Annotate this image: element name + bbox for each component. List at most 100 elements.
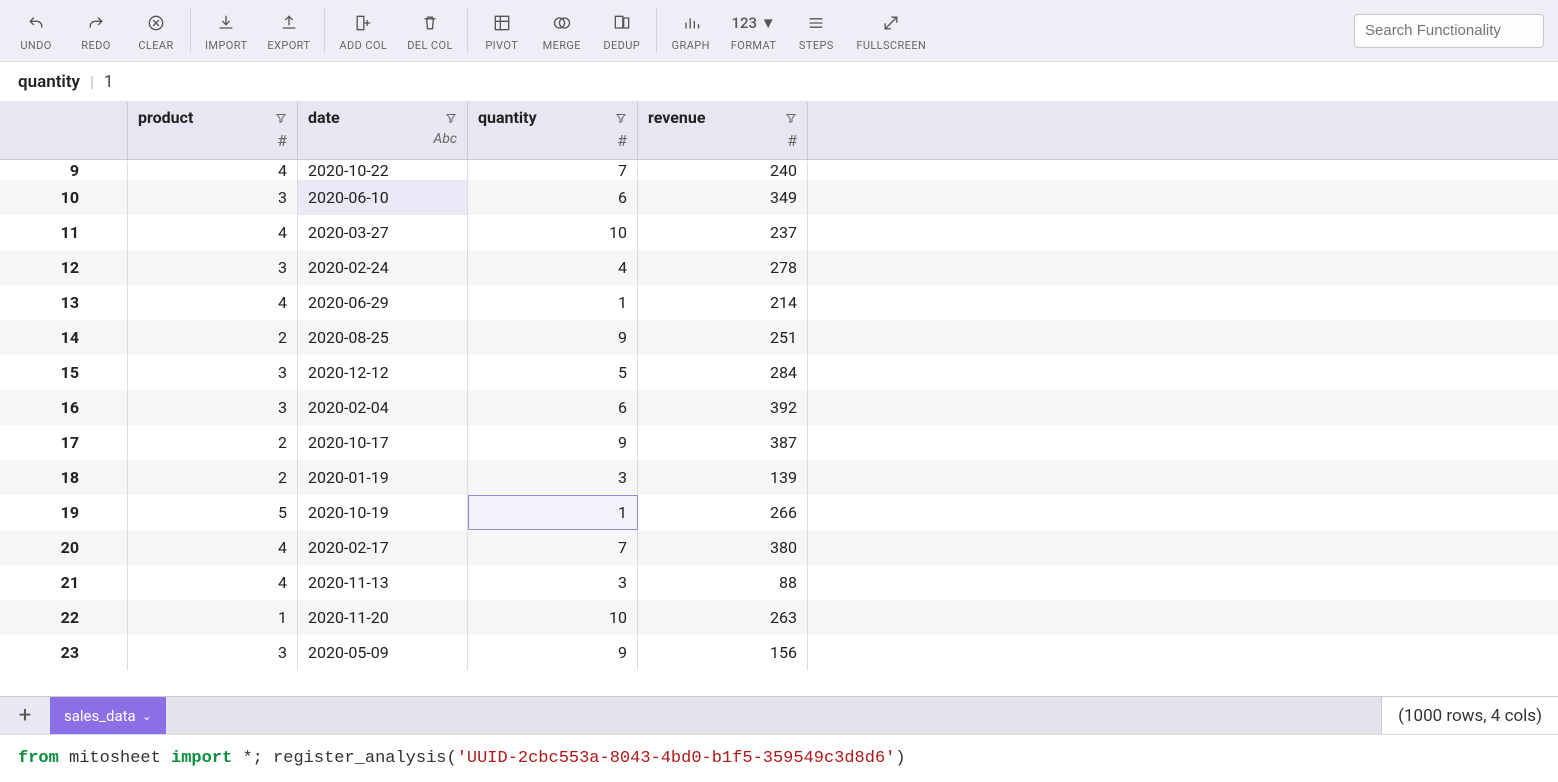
column-header-date[interactable]: dateAbc: [298, 102, 468, 159]
cell-quantity[interactable]: 7: [468, 530, 638, 565]
cell-revenue[interactable]: 240: [638, 161, 808, 180]
undo-button[interactable]: UNDO: [6, 0, 66, 61]
cell-revenue[interactable]: 284: [638, 355, 808, 390]
row-number[interactable]: 19: [0, 495, 128, 530]
row-number[interactable]: 9: [0, 161, 128, 180]
cell-date[interactable]: 2020-05-09: [298, 635, 468, 670]
cell-quantity[interactable]: 7: [468, 161, 638, 180]
fullscreen-button[interactable]: FULLSCREEN: [846, 0, 936, 61]
cell-revenue[interactable]: 266: [638, 495, 808, 530]
cell-product[interactable]: 3: [128, 250, 298, 285]
cell-date[interactable]: 2020-02-04: [298, 390, 468, 425]
cell-product[interactable]: 3: [128, 355, 298, 390]
table-row[interactable]: 2332020-05-099156: [0, 635, 1558, 670]
cell-date[interactable]: 2020-11-20: [298, 600, 468, 635]
filter-icon[interactable]: [615, 112, 627, 124]
table-row[interactable]: 1822020-01-193139: [0, 460, 1558, 495]
table-row[interactable]: 1632020-02-046392: [0, 390, 1558, 425]
row-number[interactable]: 13: [0, 285, 128, 320]
row-number[interactable]: 12: [0, 250, 128, 285]
format-button[interactable]: 123 ▼FORMAT: [721, 0, 787, 61]
sheet-tab-active[interactable]: sales_data ⌄: [50, 697, 166, 734]
delcol-button[interactable]: DEL COL: [397, 0, 463, 61]
row-number[interactable]: 10: [0, 180, 128, 215]
cell-date[interactable]: 2020-11-13: [298, 565, 468, 600]
cell-date[interactable]: 2020-06-10: [298, 180, 468, 215]
table-row[interactable]: 1952020-10-191266: [0, 495, 1558, 530]
cell-product[interactable]: 1: [128, 600, 298, 635]
cell-date[interactable]: 2020-10-17: [298, 425, 468, 460]
filter-icon[interactable]: [445, 112, 457, 124]
cell-quantity[interactable]: 9: [468, 320, 638, 355]
cell-product[interactable]: 4: [128, 530, 298, 565]
row-number[interactable]: 18: [0, 460, 128, 495]
row-number[interactable]: 23: [0, 635, 128, 670]
cell-date[interactable]: 2020-10-19: [298, 495, 468, 530]
column-header-product[interactable]: product#: [128, 102, 298, 159]
cell-date[interactable]: 2020-08-25: [298, 320, 468, 355]
cell-product[interactable]: 4: [128, 161, 298, 180]
cell-date[interactable]: 2020-12-12: [298, 355, 468, 390]
dedup-button[interactable]: DEDUP: [592, 0, 652, 61]
cell-quantity[interactable]: 3: [468, 565, 638, 600]
table-row[interactable]: 942020-10-227240: [0, 160, 1558, 180]
cell-quantity[interactable]: 10: [468, 600, 638, 635]
pivot-button[interactable]: PIVOT: [472, 0, 532, 61]
redo-button[interactable]: REDO: [66, 0, 126, 61]
table-row[interactable]: 2212020-11-2010263: [0, 600, 1558, 635]
cell-product[interactable]: 3: [128, 180, 298, 215]
table-row[interactable]: 1722020-10-179387: [0, 425, 1558, 460]
cell-product[interactable]: 3: [128, 390, 298, 425]
row-number[interactable]: 16: [0, 390, 128, 425]
table-row[interactable]: 1232020-02-244278: [0, 250, 1558, 285]
filter-icon[interactable]: [785, 112, 797, 124]
cell-date[interactable]: 2020-03-27: [298, 215, 468, 250]
cell-product[interactable]: 5: [128, 495, 298, 530]
cell-quantity[interactable]: 6: [468, 180, 638, 215]
table-row[interactable]: 1532020-12-125284: [0, 355, 1558, 390]
cell-revenue[interactable]: 380: [638, 530, 808, 565]
steps-button[interactable]: STEPS: [786, 0, 846, 61]
cell-revenue[interactable]: 156: [638, 635, 808, 670]
cell-revenue[interactable]: 251: [638, 320, 808, 355]
column-header-quantity[interactable]: quantity#: [468, 102, 638, 159]
cell-revenue[interactable]: 387: [638, 425, 808, 460]
cell-quantity[interactable]: 10: [468, 215, 638, 250]
row-number[interactable]: 14: [0, 320, 128, 355]
clear-button[interactable]: CLEAR: [126, 0, 186, 61]
import-button[interactable]: IMPORT: [195, 0, 257, 61]
cell-revenue[interactable]: 139: [638, 460, 808, 495]
cell-quantity[interactable]: 1: [468, 285, 638, 320]
cell-product[interactable]: 4: [128, 285, 298, 320]
table-row[interactable]: 2142020-11-13388: [0, 565, 1558, 600]
cell-quantity[interactable]: 4: [468, 250, 638, 285]
row-number[interactable]: 21: [0, 565, 128, 600]
cell-date[interactable]: 2020-06-29: [298, 285, 468, 320]
cell-revenue[interactable]: 278: [638, 250, 808, 285]
row-number[interactable]: 20: [0, 530, 128, 565]
column-header-revenue[interactable]: revenue#: [638, 102, 808, 159]
cell-product[interactable]: 4: [128, 565, 298, 600]
cell-date[interactable]: 2020-02-17: [298, 530, 468, 565]
addcol-button[interactable]: ADD COL: [329, 0, 397, 61]
cell-product[interactable]: 4: [128, 215, 298, 250]
cell-revenue[interactable]: 392: [638, 390, 808, 425]
table-row[interactable]: 2042020-02-177380: [0, 530, 1558, 565]
cell-quantity[interactable]: 1: [468, 495, 638, 530]
search-input[interactable]: [1354, 14, 1544, 48]
cell-date[interactable]: 2020-01-19: [298, 460, 468, 495]
cell-product[interactable]: 2: [128, 425, 298, 460]
merge-button[interactable]: MERGE: [532, 0, 592, 61]
row-number[interactable]: 17: [0, 425, 128, 460]
cell-product[interactable]: 2: [128, 460, 298, 495]
cell-revenue[interactable]: 263: [638, 600, 808, 635]
generated-code-cell[interactable]: from mitosheet import *; register_analys…: [0, 734, 1558, 782]
cell-revenue[interactable]: 88: [638, 565, 808, 600]
row-number[interactable]: 15: [0, 355, 128, 390]
cell-quantity[interactable]: 9: [468, 425, 638, 460]
filter-icon[interactable]: [275, 112, 287, 124]
cell-quantity[interactable]: 9: [468, 635, 638, 670]
cell-date[interactable]: 2020-02-24: [298, 250, 468, 285]
cell-date[interactable]: 2020-10-22: [298, 161, 468, 180]
graph-button[interactable]: GRAPH: [661, 0, 721, 61]
